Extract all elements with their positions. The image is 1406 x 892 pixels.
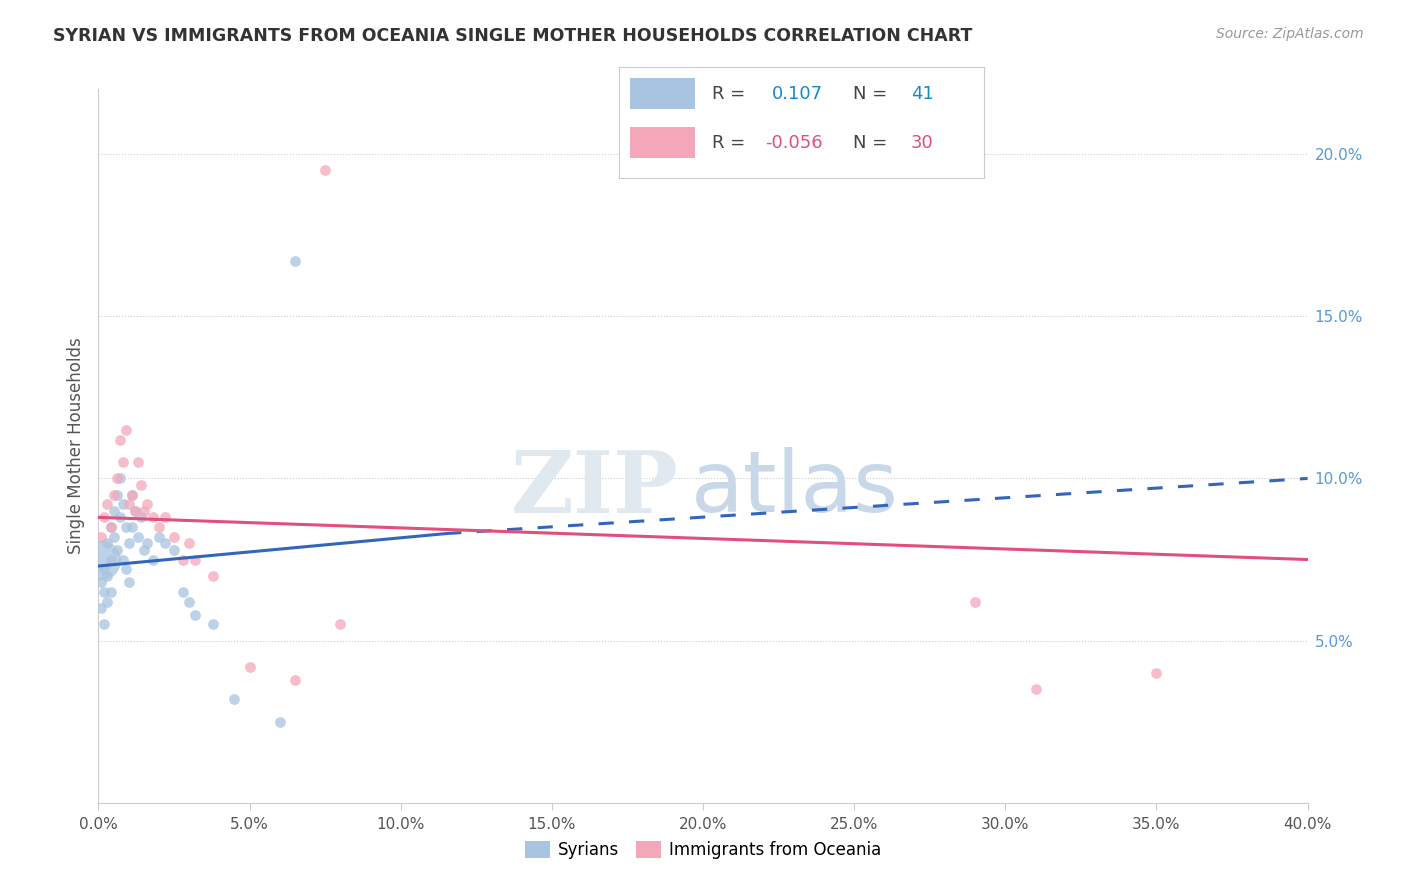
Point bbox=[100, 585, 122, 599]
Point bbox=[329, 617, 352, 632]
Point bbox=[284, 254, 307, 268]
Point bbox=[118, 497, 141, 511]
Point bbox=[172, 585, 194, 599]
Point bbox=[105, 471, 128, 485]
Text: SYRIAN VS IMMIGRANTS FROM OCEANIA SINGLE MOTHER HOUSEHOLDS CORRELATION CHART: SYRIAN VS IMMIGRANTS FROM OCEANIA SINGLE… bbox=[53, 27, 973, 45]
Point bbox=[179, 595, 201, 609]
Point bbox=[93, 617, 115, 632]
Point bbox=[103, 488, 125, 502]
Legend: Syrians, Immigrants from Oceania: Syrians, Immigrants from Oceania bbox=[517, 834, 889, 866]
Point bbox=[114, 423, 136, 437]
Point bbox=[100, 552, 122, 566]
Point bbox=[202, 568, 225, 582]
Point bbox=[1144, 666, 1167, 681]
Point bbox=[114, 520, 136, 534]
Point bbox=[111, 497, 134, 511]
Point bbox=[132, 542, 155, 557]
Text: N =: N = bbox=[852, 85, 887, 103]
Point bbox=[129, 510, 152, 524]
Point bbox=[100, 520, 122, 534]
Bar bbox=[630, 127, 696, 158]
Point bbox=[965, 595, 987, 609]
Point bbox=[100, 520, 122, 534]
Point bbox=[93, 585, 115, 599]
Point bbox=[172, 552, 194, 566]
Point bbox=[163, 530, 186, 544]
Text: N =: N = bbox=[852, 134, 887, 152]
Point bbox=[202, 617, 225, 632]
Point bbox=[142, 510, 165, 524]
Point bbox=[148, 520, 170, 534]
Point bbox=[105, 542, 128, 557]
Point bbox=[121, 520, 143, 534]
Point bbox=[124, 504, 146, 518]
Point bbox=[90, 552, 112, 566]
Point bbox=[127, 530, 149, 544]
Point bbox=[108, 471, 131, 485]
Point bbox=[114, 562, 136, 576]
Text: 30: 30 bbox=[911, 134, 934, 152]
Point bbox=[132, 504, 155, 518]
Y-axis label: Single Mother Households: Single Mother Households bbox=[66, 338, 84, 554]
Point bbox=[135, 497, 157, 511]
Point bbox=[163, 542, 186, 557]
Point bbox=[153, 510, 176, 524]
Point bbox=[142, 552, 165, 566]
Point bbox=[96, 536, 118, 550]
Point bbox=[118, 575, 141, 590]
Point bbox=[111, 552, 134, 566]
Point bbox=[314, 163, 336, 178]
Point bbox=[108, 433, 131, 447]
Point bbox=[1024, 682, 1046, 697]
Point bbox=[184, 552, 207, 566]
Text: R =: R = bbox=[711, 85, 745, 103]
Point bbox=[184, 607, 207, 622]
Point bbox=[93, 562, 115, 576]
Point bbox=[269, 714, 291, 729]
Point bbox=[148, 530, 170, 544]
Point bbox=[284, 673, 307, 687]
Point bbox=[124, 504, 146, 518]
Point bbox=[90, 575, 112, 590]
Text: R =: R = bbox=[711, 134, 745, 152]
Point bbox=[96, 595, 118, 609]
Point bbox=[135, 536, 157, 550]
Text: Source: ZipAtlas.com: Source: ZipAtlas.com bbox=[1216, 27, 1364, 41]
Point bbox=[121, 488, 143, 502]
Text: 41: 41 bbox=[911, 85, 934, 103]
Text: -0.056: -0.056 bbox=[765, 134, 823, 152]
Point bbox=[96, 568, 118, 582]
Text: ZIP: ZIP bbox=[510, 447, 679, 531]
Point bbox=[90, 601, 112, 615]
Point bbox=[129, 478, 152, 492]
Point bbox=[111, 455, 134, 469]
Point bbox=[224, 692, 246, 706]
Point bbox=[121, 488, 143, 502]
Point bbox=[90, 530, 112, 544]
Point bbox=[153, 536, 176, 550]
Point bbox=[239, 659, 262, 673]
Point bbox=[118, 536, 141, 550]
Point bbox=[127, 455, 149, 469]
Bar bbox=[630, 78, 696, 109]
Point bbox=[179, 536, 201, 550]
Point bbox=[103, 504, 125, 518]
Point bbox=[96, 497, 118, 511]
Text: 0.107: 0.107 bbox=[772, 85, 824, 103]
Point bbox=[105, 488, 128, 502]
Point bbox=[93, 510, 115, 524]
Point bbox=[108, 510, 131, 524]
Point bbox=[103, 530, 125, 544]
Text: atlas: atlas bbox=[690, 447, 898, 531]
